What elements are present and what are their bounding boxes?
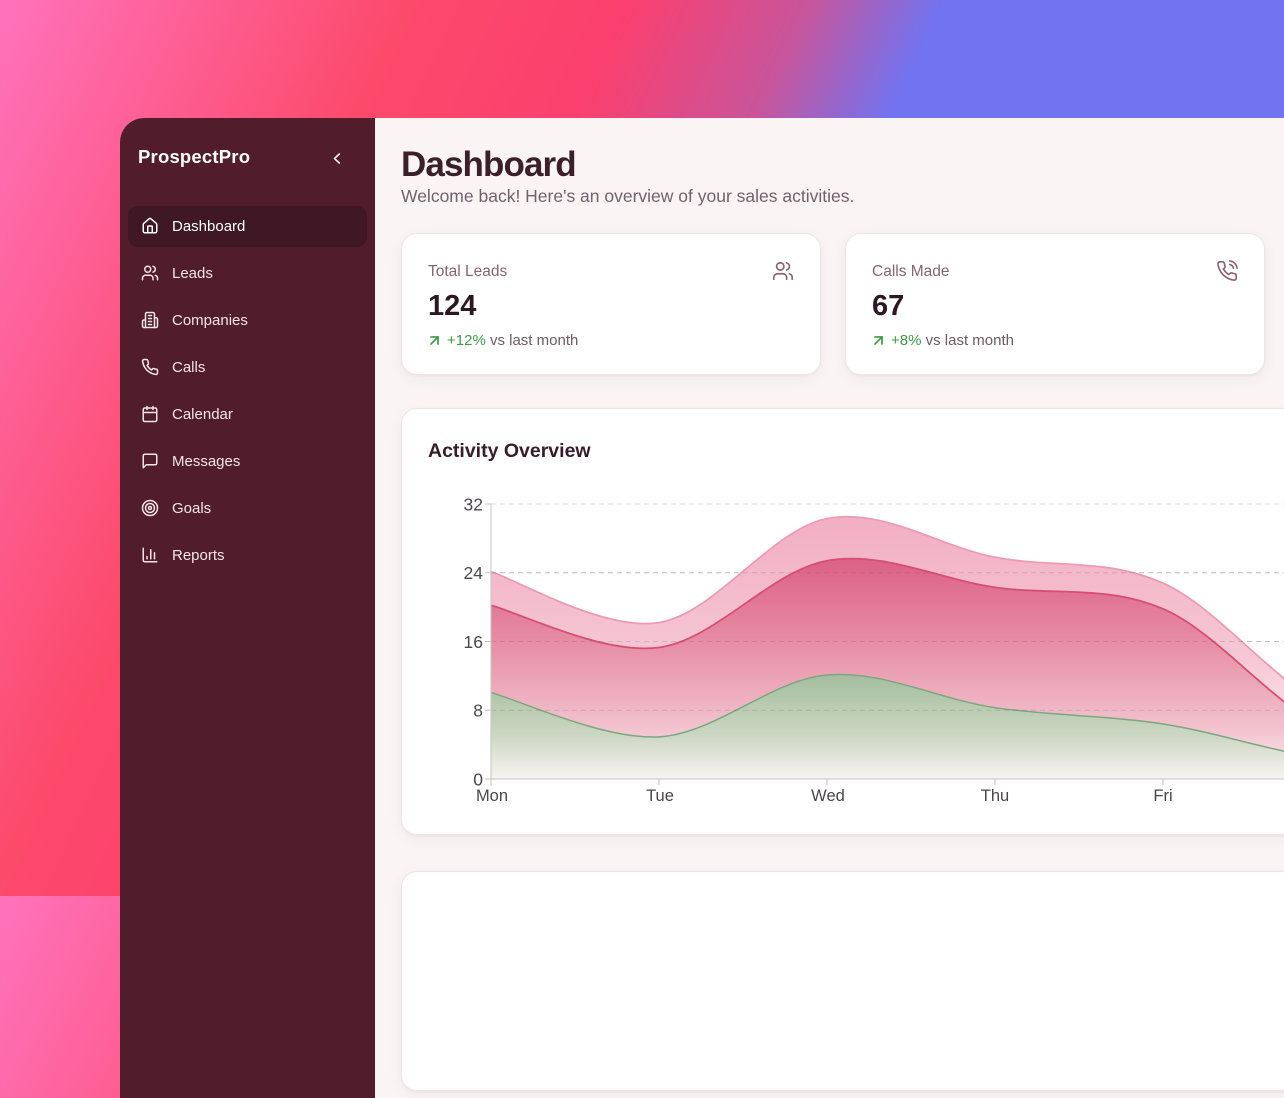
svg-text:Thu: Thu (981, 787, 1009, 805)
svg-text:Fri: Fri (1153, 787, 1172, 805)
svg-text:Tue: Tue (646, 787, 674, 805)
svg-text:8: 8 (473, 701, 483, 721)
svg-text:16: 16 (464, 632, 483, 652)
svg-text:Mon: Mon (476, 787, 508, 805)
svg-text:0: 0 (473, 769, 483, 789)
svg-text:32: 32 (464, 494, 483, 514)
svg-text:24: 24 (464, 563, 484, 583)
svg-text:Wed: Wed (811, 787, 845, 805)
